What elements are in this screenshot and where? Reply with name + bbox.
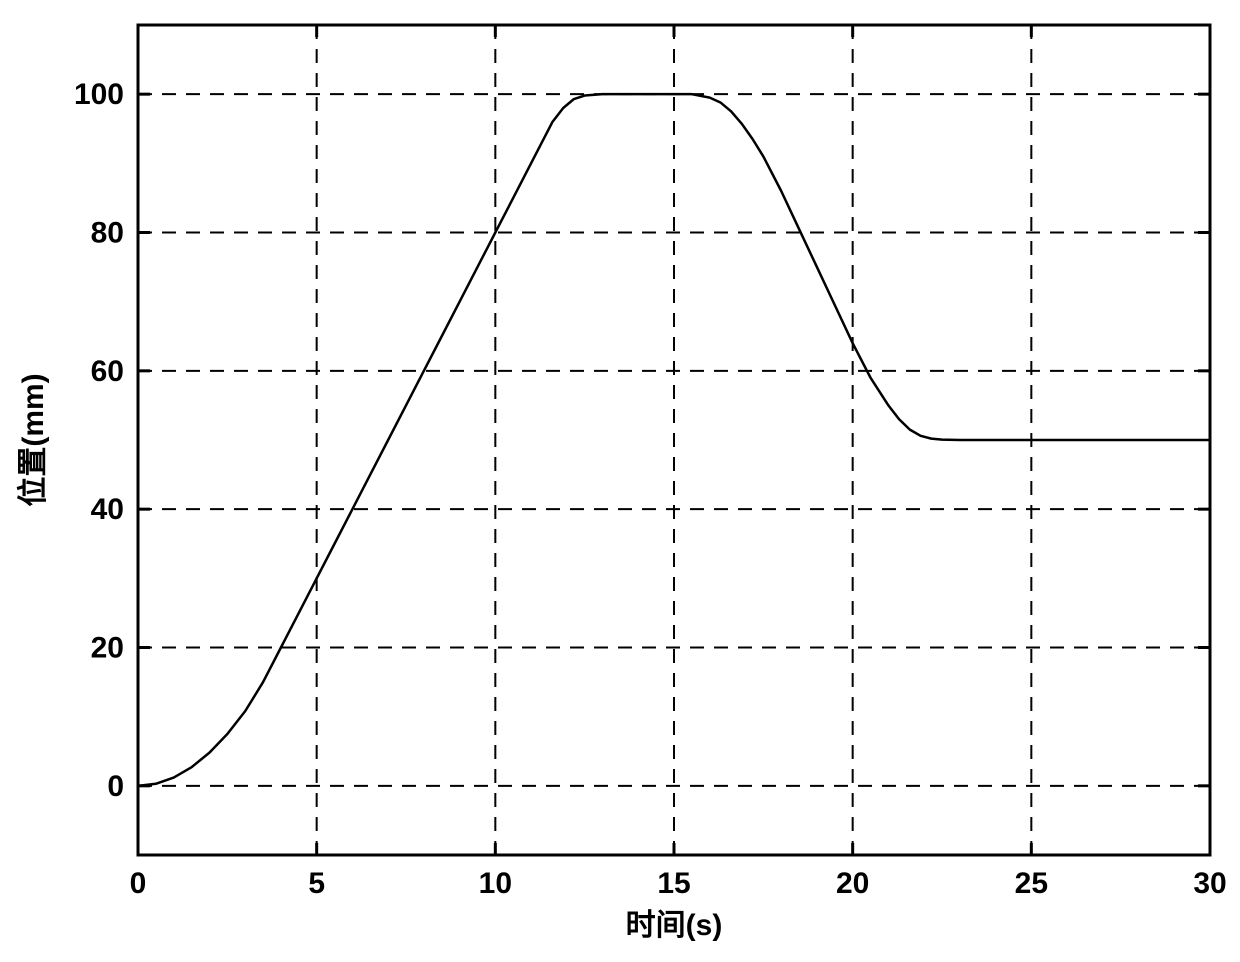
ytick-label: 80 xyxy=(91,217,124,250)
xtick-label: 25 xyxy=(1015,867,1048,900)
xtick-label: 15 xyxy=(657,867,690,900)
chart-background xyxy=(0,0,1240,962)
ytick-label: 40 xyxy=(91,493,124,526)
xtick-label: 5 xyxy=(308,867,325,900)
position-time-chart: 0 5 10 15 20 25 30 0 20 40 60 80 100 时间(s) 位置(mm) xyxy=(0,0,1240,962)
ytick-label: 60 xyxy=(91,355,124,388)
xtick-label: 0 xyxy=(130,867,147,900)
xtick-label: 20 xyxy=(836,867,869,900)
ytick-label: 0 xyxy=(107,770,124,803)
chart-canvas: 0 5 10 15 20 25 30 0 20 40 60 80 100 时间(s) 位置(mm) xyxy=(0,0,1240,962)
xtick-label: 30 xyxy=(1193,867,1226,900)
y-axis-label: 位置(mm) xyxy=(16,373,50,506)
ytick-label: 20 xyxy=(91,632,124,665)
x-axis-label: 时间(s) xyxy=(626,909,723,942)
ytick-label: 100 xyxy=(74,78,124,111)
xtick-label: 10 xyxy=(479,867,512,900)
